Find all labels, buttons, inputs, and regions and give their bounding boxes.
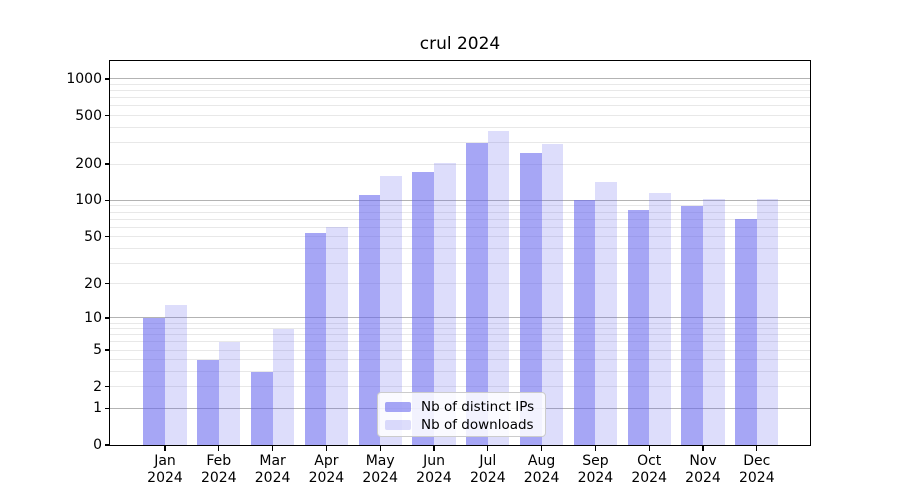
bar-distinct-ips bbox=[627, 209, 650, 445]
y-tick-label: 200 bbox=[75, 156, 102, 172]
y-tick bbox=[104, 78, 110, 80]
legend: Nb of distinct IPs Nb of downloads bbox=[377, 392, 546, 437]
bar-downloads bbox=[165, 305, 187, 445]
legend-swatch-distinct-ips bbox=[385, 402, 411, 412]
x-tick-label: Nov 2024 bbox=[685, 453, 721, 486]
x-tick bbox=[756, 446, 758, 451]
bar-distinct-ips bbox=[735, 219, 757, 445]
bar-distinct-ips bbox=[520, 152, 542, 445]
x-tick-label: Feb 2024 bbox=[200, 453, 237, 486]
bar-downloads bbox=[595, 182, 617, 445]
bar-distinct-ips bbox=[251, 371, 273, 445]
y-tick-label: 0 bbox=[93, 437, 102, 453]
legend-label-distinct-ips: Nb of distinct IPs bbox=[421, 399, 535, 415]
x-tick bbox=[487, 446, 489, 451]
x-tick-label: May 2024 bbox=[362, 453, 398, 486]
y-tick-label: 2 bbox=[93, 378, 102, 395]
bar-distinct-ips bbox=[197, 359, 219, 445]
x-tick-label: Mar 2024 bbox=[254, 453, 291, 486]
bar-downloads bbox=[434, 162, 456, 445]
x-tick bbox=[594, 446, 596, 451]
y-tick-label: 20 bbox=[84, 275, 102, 292]
x-tick bbox=[164, 446, 166, 451]
y-tick-label: 500 bbox=[75, 107, 102, 124]
x-tick bbox=[272, 446, 274, 451]
x-tick-label: Jan 2024 bbox=[147, 453, 183, 486]
legend-label-downloads: Nb of downloads bbox=[421, 417, 534, 433]
x-tick-label: Sep 2024 bbox=[577, 453, 614, 486]
y-tick bbox=[104, 317, 110, 319]
y-tick bbox=[104, 349, 110, 351]
y-tick bbox=[104, 283, 110, 285]
bar-downloads bbox=[541, 143, 564, 445]
legend-swatch-downloads bbox=[385, 420, 411, 430]
bar-downloads bbox=[272, 328, 295, 445]
bar-downloads bbox=[380, 175, 402, 445]
x-tick-label: Oct 2024 bbox=[631, 453, 667, 486]
x-tick-label: Dec 2024 bbox=[738, 453, 775, 486]
x-tick bbox=[325, 446, 327, 451]
y-tick-label: 5 bbox=[93, 342, 102, 359]
legend-item-distinct-ips: Nb of distinct IPs bbox=[385, 399, 545, 415]
bar-distinct-ips bbox=[143, 317, 165, 445]
bar-downloads bbox=[649, 192, 671, 445]
y-tick-label: 50 bbox=[84, 228, 102, 245]
x-tick bbox=[541, 446, 543, 451]
y-tick bbox=[104, 236, 110, 238]
y-tick-label: 1000 bbox=[66, 70, 102, 87]
x-tick-label: Apr 2024 bbox=[308, 453, 345, 486]
bar-distinct-ips bbox=[466, 142, 488, 445]
y-tick bbox=[104, 386, 110, 388]
y-tick-label: 10 bbox=[84, 309, 102, 326]
x-tick bbox=[218, 446, 220, 451]
bar-downloads bbox=[326, 227, 348, 445]
legend-item-downloads: Nb of downloads bbox=[385, 417, 545, 433]
bar-downloads bbox=[218, 341, 241, 445]
y-tick-label: 1 bbox=[93, 400, 102, 417]
x-tick bbox=[433, 446, 435, 451]
bar-distinct-ips bbox=[358, 194, 381, 445]
bar-downloads bbox=[756, 198, 779, 445]
y-tick bbox=[104, 444, 110, 446]
bar-distinct-ips bbox=[304, 232, 327, 445]
chart-title: crul 2024 bbox=[419, 34, 501, 54]
bar-distinct-ips bbox=[681, 205, 703, 445]
y-tick-label: 100 bbox=[75, 192, 102, 209]
x-tick-label: Jun 2024 bbox=[416, 453, 452, 486]
y-tick bbox=[104, 199, 110, 202]
x-tick bbox=[702, 446, 704, 451]
x-tick bbox=[379, 446, 381, 451]
x-tick-label: Aug 2024 bbox=[523, 453, 560, 486]
y-tick bbox=[104, 407, 110, 409]
bar-distinct-ips bbox=[412, 171, 434, 445]
bar-downloads bbox=[703, 198, 725, 445]
x-tick-label: Jul 2024 bbox=[469, 453, 506, 486]
x-tick bbox=[648, 446, 650, 451]
y-tick bbox=[104, 115, 110, 117]
bar-downloads bbox=[487, 131, 510, 445]
bar-distinct-ips bbox=[573, 200, 596, 445]
y-tick bbox=[104, 163, 110, 165]
